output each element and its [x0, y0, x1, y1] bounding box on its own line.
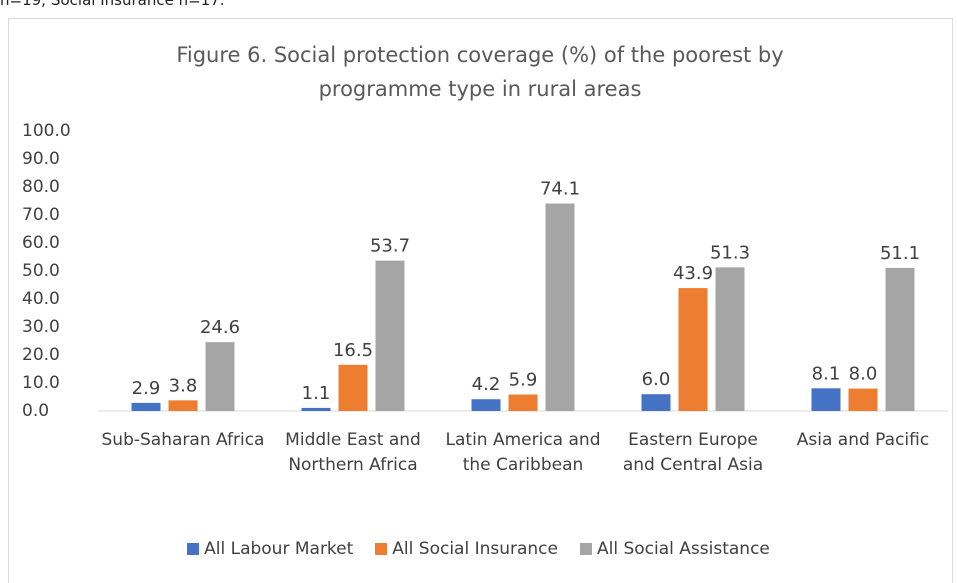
bar — [811, 388, 841, 411]
chart-title: Figure 6. Social protection coverage (%)… — [176, 43, 784, 101]
bar — [885, 267, 915, 411]
y-tick-label: 70.0 — [22, 205, 60, 225]
bar — [678, 288, 708, 411]
data-label: 53.7 — [370, 236, 410, 257]
data-label: 2.9 — [132, 378, 161, 399]
data-label: 43.9 — [673, 263, 713, 284]
legend: All Labour Market All Social Insurance All… — [0, 539, 957, 559]
legend-item: All Labour Market — [187, 539, 353, 559]
y-tick-label: 80.0 — [22, 177, 60, 197]
data-label: 1.1 — [302, 383, 331, 404]
legend-label: All Labour Market — [204, 539, 354, 559]
bar — [848, 388, 878, 411]
bar — [375, 260, 405, 411]
x-tick-label: Sub-Saharan Africa — [101, 430, 265, 450]
y-tick-label: 90.0 — [22, 149, 60, 169]
bar — [545, 203, 575, 411]
y-tick-label: 0.0 — [22, 401, 49, 421]
y-tick-label: 50.0 — [22, 261, 60, 281]
y-tick-label: 100.0 — [22, 121, 71, 141]
x-tick-label: Eastern Europe and Central Asia — [622, 430, 764, 475]
data-label: 8.0 — [849, 364, 878, 385]
bar — [338, 364, 368, 411]
y-tick-label: 10.0 — [22, 373, 60, 393]
data-label: 4.2 — [472, 374, 501, 395]
bar — [131, 402, 161, 411]
bar — [715, 267, 745, 411]
y-tick-label: 40.0 — [22, 289, 60, 309]
x-tick-label: Middle East and Northern Africa — [285, 430, 421, 475]
bar — [641, 394, 671, 411]
data-label: 5.9 — [509, 369, 538, 390]
x-tick-label: Asia and Pacific — [796, 430, 930, 450]
data-label: 6.0 — [642, 369, 671, 390]
data-label: 16.5 — [333, 340, 373, 361]
data-label: 74.1 — [540, 179, 580, 200]
header-text: n=19; Social Insurance n=17. — [0, 0, 225, 9]
data-label: 51.1 — [880, 243, 920, 264]
data-label: 8.1 — [812, 363, 841, 384]
bar — [301, 407, 331, 411]
data-label: 24.6 — [200, 317, 240, 338]
y-tick-label: 20.0 — [22, 345, 60, 365]
x-tick-label: Latin America and the Caribbean — [445, 430, 601, 475]
y-tick-label: 60.0 — [22, 233, 60, 253]
legend-swatch — [187, 543, 200, 555]
legend-label: All Social Assistance — [597, 539, 770, 559]
legend-label: All Social Insurance — [392, 539, 558, 559]
data-label: 51.3 — [710, 242, 750, 263]
bar — [168, 400, 198, 411]
legend-swatch — [375, 543, 388, 555]
data-label: 3.8 — [169, 375, 198, 396]
chart-border — [8, 18, 953, 583]
y-tick-label: 30.0 — [22, 317, 60, 337]
legend-swatch — [580, 543, 592, 555]
bar — [205, 342, 235, 411]
bar — [471, 399, 501, 411]
legend-item: All Social Assistance — [580, 539, 770, 559]
bar — [508, 394, 538, 411]
legend-item: All Social Insurance — [375, 539, 558, 559]
